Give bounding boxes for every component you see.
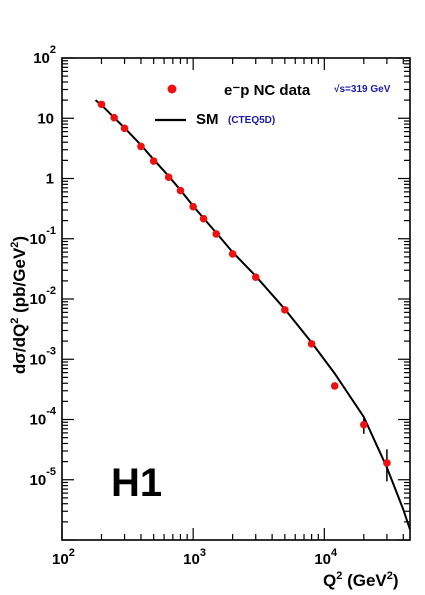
data-point [330, 382, 339, 390]
data-point [176, 186, 185, 195]
x-axis-title: Q2 (GeV2) [323, 570, 399, 590]
data-point [251, 273, 260, 282]
data-point [110, 113, 118, 122]
data-point [307, 340, 316, 348]
y-tick-label: 10-4 [30, 406, 57, 429]
x-tick-label: 102 [52, 547, 75, 568]
data-point [120, 124, 129, 133]
data-point [189, 202, 197, 211]
legend-model-label: SM [196, 111, 219, 128]
y-tick-label: 10-2 [30, 285, 56, 308]
data-points-layer [97, 100, 391, 482]
data-point [212, 230, 221, 238]
legend-data-label: e⁻p NC data [224, 82, 311, 99]
y-tick-label: 10-3 [30, 345, 56, 368]
x-tick-label: 104 [314, 547, 338, 568]
experiment-label: H1 [111, 461, 162, 505]
y-axis-title: dσ/dQ2 (pb/GeV2) [9, 236, 29, 374]
legend-energy-label: √s=319 GeV [334, 84, 391, 95]
axis-ticks [61, 57, 410, 541]
legend-data-marker [167, 84, 177, 94]
data-point [97, 100, 106, 109]
data-point [281, 306, 289, 314]
y-tick-label: 102 [33, 44, 56, 67]
data-point [137, 142, 145, 151]
y-tick-label: 10-1 [30, 225, 56, 248]
data-point [383, 459, 391, 467]
data-point [228, 250, 237, 258]
y-tick-label: 10 [37, 110, 54, 127]
x-tick-label: 103 [183, 547, 206, 568]
data-point [360, 420, 368, 429]
y-tick-label: 10-5 [30, 466, 56, 489]
data-point [199, 214, 208, 223]
data-point [149, 157, 158, 165]
legend: e⁻p NC data √s=319 GeV SM (CTEQ5D) [155, 82, 391, 128]
axis-tick-labels: 102 103 104 102 10 1 10-1 10-2 10-3 10-4 10-5 [30, 44, 338, 568]
legend-model-sub: (CTEQ5D) [228, 115, 275, 126]
data-point [164, 173, 173, 182]
y-tick-label: 1 [46, 171, 54, 188]
